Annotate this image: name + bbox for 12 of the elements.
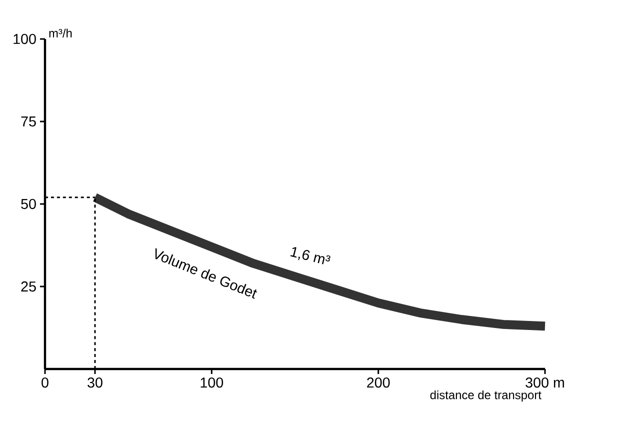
x-axis-title: distance de transport <box>430 390 542 402</box>
x-tick-label: 100 <box>200 378 224 388</box>
x-tick-label: 200 <box>367 378 390 388</box>
annotation: 1,6 m³ <box>290 247 330 264</box>
x-tick-label: 30 <box>88 378 102 388</box>
y-tick-label: 75 <box>21 116 36 127</box>
x-tick-label: 300 m <box>526 378 564 388</box>
y-tick-label: 50 <box>21 198 36 210</box>
y-tick-label: 100 <box>14 34 36 44</box>
x-tick-label: 0 <box>42 378 48 388</box>
y-tick-label: 25 <box>21 281 36 292</box>
y-axis-title: m³/h <box>49 28 72 38</box>
